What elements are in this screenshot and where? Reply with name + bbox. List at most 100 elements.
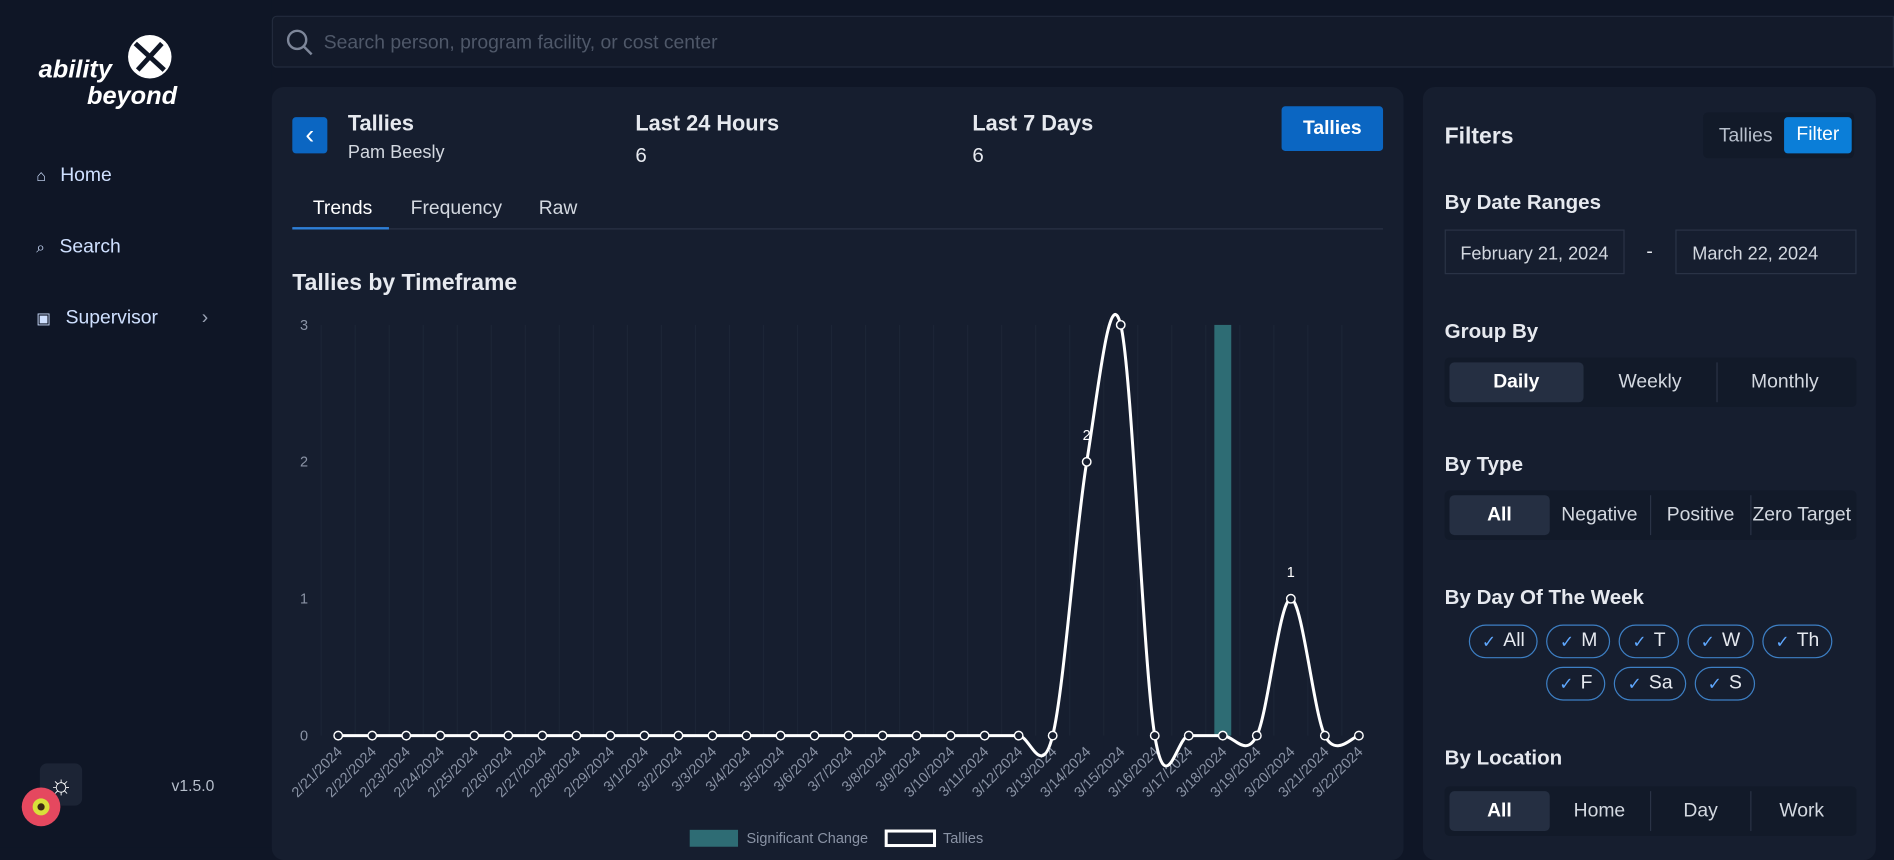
sidebar: ability beyond ⌂ Home ⌕ Search ▣ Supervisor… xyxy=(0,0,272,848)
search-bar[interactable]: Search person, program facility, or cost… xyxy=(271,15,1894,68)
header-subtitle: Pam Beesly xyxy=(347,142,445,164)
logo: ability beyond xyxy=(39,35,178,110)
point xyxy=(333,730,344,741)
option[interactable]: Monthly xyxy=(1716,362,1852,403)
day-pill[interactable]: ✓ All xyxy=(1468,624,1539,659)
date-start[interactable]: February 21, 2024 xyxy=(1444,229,1625,275)
nav-search[interactable]: ⌕ Search xyxy=(36,236,121,258)
stat-label: Last 24 Hours xyxy=(635,111,780,136)
option[interactable]: Zero Target xyxy=(1750,495,1852,536)
point xyxy=(1115,319,1126,330)
version: v1.5.0 xyxy=(171,776,215,795)
point xyxy=(741,730,752,741)
option[interactable]: Daily xyxy=(1449,362,1584,403)
option[interactable]: Work xyxy=(1750,791,1852,832)
toggle-option[interactable]: Tallies xyxy=(1718,125,1773,147)
point xyxy=(1251,730,1262,741)
day-pill[interactable]: ✓ F xyxy=(1545,666,1606,701)
nav-label: Search xyxy=(59,236,121,258)
point xyxy=(1013,730,1024,741)
point xyxy=(707,730,718,741)
nav-home[interactable]: ⌂ Home xyxy=(36,165,112,187)
option[interactable]: Negative xyxy=(1561,504,1638,525)
back-button[interactable]: ‹ xyxy=(292,117,328,154)
bar xyxy=(1214,324,1232,736)
point xyxy=(537,730,548,741)
y-tick-label: 3 xyxy=(300,318,308,334)
day-label: S xyxy=(1729,672,1742,694)
chart-title: Tallies by Timeframe xyxy=(292,269,517,295)
y-tick-label: 1 xyxy=(300,592,308,608)
nav-supervisor[interactable]: ▣ Supervisor › xyxy=(36,308,209,329)
check-icon: ✓ xyxy=(1559,673,1574,693)
header-title: Tallies xyxy=(347,111,414,136)
check-icon: ✓ xyxy=(1627,673,1642,693)
nav-label: Supervisor xyxy=(65,308,158,329)
option[interactable]: Day xyxy=(1649,791,1750,832)
day-label: Th xyxy=(1796,630,1820,652)
tab[interactable]: Raw xyxy=(538,198,578,219)
stat-value: 6 xyxy=(635,143,647,167)
app-icon xyxy=(21,787,61,827)
day-pill[interactable]: ✓ M xyxy=(1546,624,1611,659)
legend-swatch xyxy=(884,829,937,848)
day-label: W xyxy=(1722,630,1741,652)
day-label: T xyxy=(1653,630,1666,652)
point xyxy=(1319,730,1330,741)
point xyxy=(1047,730,1058,741)
filter-label: By Day Of The Week xyxy=(1444,585,1644,609)
tab[interactable]: Frequency xyxy=(410,198,502,219)
tallies-button[interactable]: Tallies xyxy=(1281,106,1384,151)
option[interactable]: All xyxy=(1449,495,1550,536)
point xyxy=(571,730,582,741)
point xyxy=(877,730,888,741)
data-label: 1 xyxy=(1287,565,1295,581)
date-separator: - xyxy=(1646,241,1653,263)
tab[interactable]: Trends xyxy=(312,198,373,219)
option[interactable]: Weekly xyxy=(1618,371,1682,392)
check-icon: ✓ xyxy=(1700,631,1715,651)
tab-divider xyxy=(292,228,1384,230)
point xyxy=(469,730,480,741)
check-icon: ✓ xyxy=(1775,631,1790,651)
filter-label: By Type xyxy=(1444,452,1524,476)
check-icon: ✓ xyxy=(1559,631,1574,651)
point xyxy=(401,730,412,741)
day-label: All xyxy=(1503,630,1525,652)
day-row: ✓ F ✓ Sa ✓ S xyxy=(1445,666,1857,701)
type-options: All Negative Positive Zero Target xyxy=(1444,490,1857,540)
point xyxy=(911,730,922,741)
option[interactable]: Home xyxy=(1573,800,1626,821)
point xyxy=(1285,593,1296,604)
day-label: M xyxy=(1581,630,1598,652)
filters-panel xyxy=(1422,86,1876,860)
point xyxy=(673,730,684,741)
logo-text: ability xyxy=(39,55,114,83)
point xyxy=(367,730,378,741)
day-pill[interactable]: ✓ Sa xyxy=(1614,666,1686,701)
toggle-option[interactable]: Filter xyxy=(1784,117,1852,154)
search-icon xyxy=(286,29,313,56)
day-pill[interactable]: ✓ S xyxy=(1694,666,1756,701)
nav-label: Home xyxy=(60,165,112,187)
day-pill[interactable]: ✓ T xyxy=(1619,624,1679,659)
option[interactable]: Positive xyxy=(1649,495,1750,536)
day-pill[interactable]: ✓ W xyxy=(1687,624,1754,659)
date-end[interactable]: March 22, 2024 xyxy=(1675,229,1857,275)
legend-swatch xyxy=(689,829,739,847)
day-label: F xyxy=(1580,672,1593,694)
group-by-options: Daily Weekly Monthly xyxy=(1444,357,1857,408)
check-icon: ✓ xyxy=(1632,631,1647,651)
point xyxy=(1353,730,1364,741)
point xyxy=(435,730,446,741)
point xyxy=(503,730,514,741)
data-label: 2 xyxy=(1083,428,1091,444)
day-pill[interactable]: ✓ Th xyxy=(1762,624,1833,659)
filter-label: By Date Ranges xyxy=(1444,190,1601,214)
option[interactable]: All xyxy=(1449,791,1550,832)
day-label: Sa xyxy=(1648,672,1673,694)
point xyxy=(1217,730,1228,741)
